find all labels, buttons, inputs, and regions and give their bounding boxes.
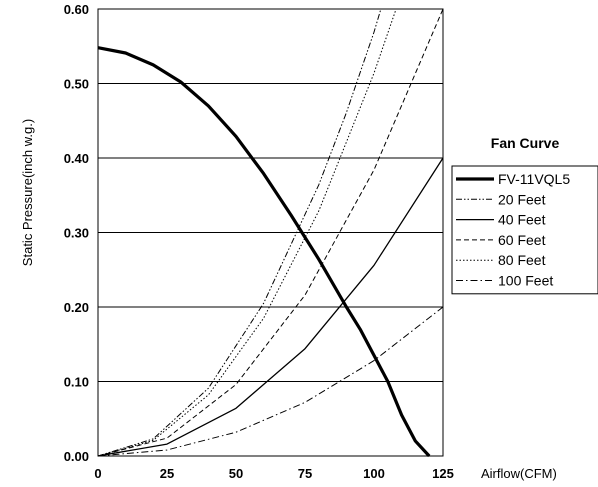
y-tick-labels: 0.00 0.10 0.20 0.30 0.40 0.50 0.60 bbox=[64, 2, 89, 464]
y-tick-label: 0.60 bbox=[64, 2, 89, 17]
y-tick-label: 0.30 bbox=[64, 226, 89, 241]
legend-label: 80 Feet bbox=[498, 252, 546, 268]
legend-item: 60 Feet bbox=[456, 232, 546, 248]
legend-item: 40 Feet bbox=[456, 212, 546, 228]
series-line-5 bbox=[97, 306, 444, 457]
y-tick-label: 0.40 bbox=[64, 151, 89, 166]
legend-label: FV-11VQL5 bbox=[498, 171, 570, 187]
x-tick-label: 75 bbox=[298, 466, 312, 481]
x-tick-label: 0 bbox=[94, 466, 101, 481]
legend-item: 20 Feet bbox=[456, 191, 546, 207]
x-tick-label: 125 bbox=[432, 466, 454, 481]
legend-label: 40 Feet bbox=[498, 212, 546, 228]
legend-item: FV-11VQL5 bbox=[456, 171, 570, 187]
x-axis-title: Airflow(CFM) bbox=[481, 466, 557, 481]
x-tick-labels: 0 25 50 75 100 125 bbox=[94, 466, 453, 481]
x-tick-label: 25 bbox=[160, 466, 174, 481]
legend-title: Fan Curve bbox=[491, 135, 560, 151]
legend-box bbox=[451, 165, 598, 295]
y-axis-title: Static Pressure(inch w.g.) bbox=[20, 119, 35, 266]
y-tick-label: 0.00 bbox=[64, 449, 89, 464]
y-tick-label: 0.20 bbox=[64, 300, 89, 315]
legend-item: 100 Feet bbox=[456, 273, 553, 289]
series-line-2 bbox=[97, 157, 444, 457]
series-line-0 bbox=[97, 46, 431, 458]
y-tick-label: 0.10 bbox=[64, 375, 89, 390]
legend: FV-11VQL5 20 Feet 40 Feet 60 Feet 80 Feet 100… bbox=[451, 165, 598, 295]
series-line-1 bbox=[97, 8, 382, 457]
legend-label: 20 Feet bbox=[498, 191, 546, 207]
series-line-3 bbox=[97, 8, 444, 457]
plot-frame bbox=[97, 8, 444, 457]
x-tick-label: 50 bbox=[229, 466, 243, 481]
x-tick-label: 100 bbox=[363, 466, 385, 481]
series-line-4 bbox=[97, 8, 397, 457]
y-tick-label: 0.50 bbox=[64, 77, 89, 92]
legend-label: 60 Feet bbox=[498, 232, 546, 248]
legend-item: 80 Feet bbox=[456, 252, 546, 268]
series-lines bbox=[97, 8, 444, 458]
legend-label: 100 Feet bbox=[498, 273, 553, 289]
